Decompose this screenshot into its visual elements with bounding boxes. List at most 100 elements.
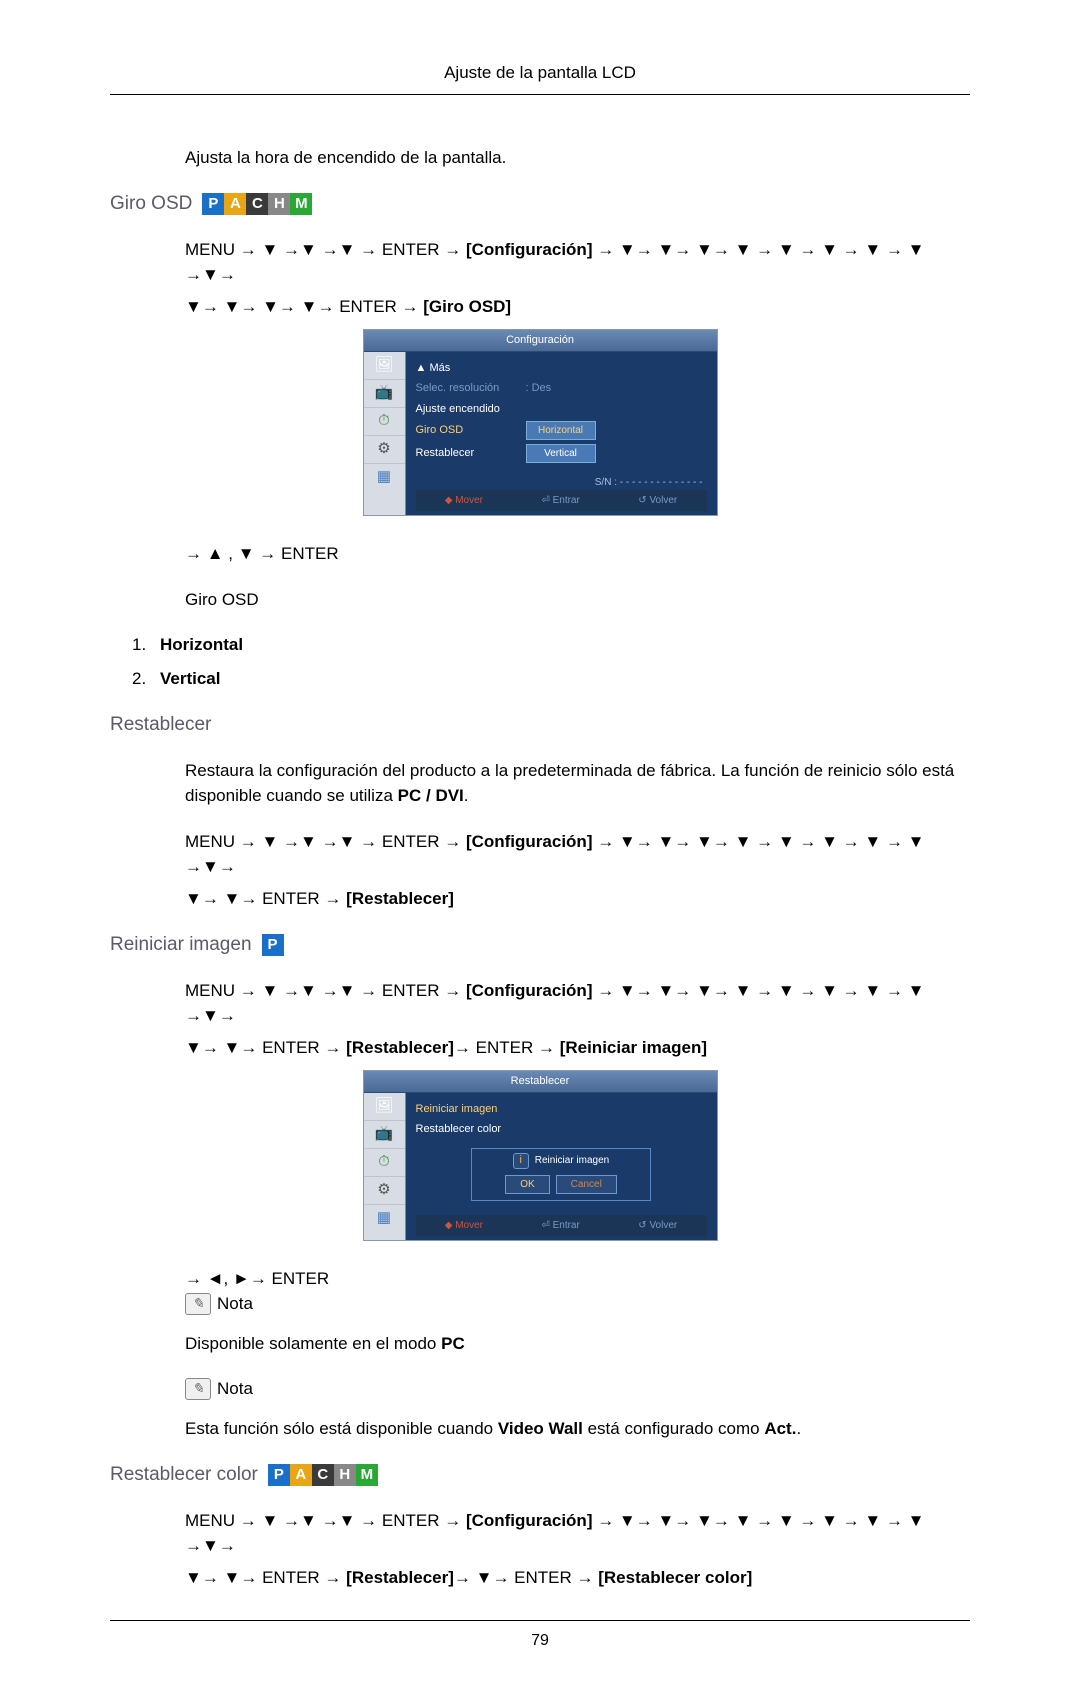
nav-text: → ENTER → (454, 1038, 560, 1057)
para-text: . (464, 786, 469, 805)
osd-row-giro: Giro OSD Horizontal (416, 419, 707, 442)
nav-line: ▼→ ▼→ ENTER → [Restablecer]→ ▼→ ENTER → … (185, 1565, 970, 1591)
page-number: 79 (110, 1620, 970, 1653)
nav-tag: [Restablecer] (346, 1038, 454, 1057)
osd-screenshot-reiniciar: Restablecer 🖼 📺 ⏱ ⚙ ▦ Reiniciar imagen R… (363, 1070, 718, 1241)
restablecer-para: Restaura la configuración del producto a… (185, 758, 970, 809)
osd-row-reimg: Reiniciar imagen (416, 1099, 707, 1120)
osd-foot-mover: ◆ Mover (445, 1218, 483, 1233)
nav-tag: [Restablecer] (346, 889, 454, 908)
nav-line: MENU → ▼ →▼ →▼ → ENTER → [Configuración]… (185, 978, 970, 1029)
para-text: . (796, 1419, 801, 1438)
giro-nav-block: MENU → ▼ →▼ →▼ → ENTER → [Configuración]… (185, 237, 970, 320)
osd-row-mas: ▲ Más (416, 358, 707, 379)
nota-label: Nota (217, 1376, 253, 1402)
osd-main: Reiniciar imagen Restablecer color i Rei… (406, 1093, 717, 1240)
osd-dialog-buttons: OK Cancel (472, 1171, 650, 1200)
note-icon: ✎ (185, 1378, 211, 1400)
osd-label: Selec. resolución (416, 380, 526, 397)
osd-icon-picture: 🖼 (364, 1093, 405, 1121)
para-text: Disponible solamente en el modo (185, 1334, 441, 1353)
ok-button: OK (505, 1175, 549, 1194)
osd-title: Configuración (364, 330, 717, 352)
intro-text: Ajusta la hora de encendido de la pantal… (185, 145, 970, 171)
osd-label: Restablecer (416, 445, 526, 462)
osd-row-recolor: Restablecer color (416, 1119, 707, 1140)
nav-line: MENU → ▼ →▼ →▼ → ENTER → [Configuración]… (185, 829, 970, 880)
osd-icon-time: ⏱ (364, 408, 405, 436)
osd-main: ▲ Más Selec. resolución : Des Ajuste enc… (406, 352, 717, 516)
nota-row: ✎ Nota (185, 1376, 970, 1402)
badge-p-icon: P (202, 193, 224, 215)
para-bold: Act. (764, 1419, 796, 1438)
osd-icon-input: 📺 (364, 380, 405, 408)
para-bold: PC / DVI (398, 786, 464, 805)
heading-text: Reiniciar imagen (110, 931, 252, 960)
osd-row-reest: Restablecer Vertical (416, 442, 707, 465)
badge-m-icon: M (356, 1464, 378, 1486)
osd-option-horizontal: Horizontal (526, 421, 596, 440)
nav-tag: [Restablecer] (346, 1568, 454, 1587)
badge-m-icon: M (290, 193, 312, 215)
osd-foot-entrar: ⏎ Entrar (541, 493, 579, 508)
osd-label: Restablecer color (416, 1121, 502, 1138)
osd-dialog-title: i Reiniciar imagen (472, 1149, 650, 1171)
recolor-nav: MENU → ▼ →▼ →▼ → ENTER → [Configuración]… (185, 1508, 970, 1591)
nav-line: ▼→ ▼→ ENTER → [Restablecer]→ ENTER → [Re… (185, 1035, 970, 1061)
nav-line: MENU → ▼ →▼ →▼ → ENTER → [Configuración]… (185, 237, 970, 288)
reimg-post-nav: → ◄, ►→ ENTER (185, 1266, 970, 1292)
osd-sidebar: 🖼 📺 ⏱ ⚙ ▦ (364, 352, 406, 516)
list-num: 1. (132, 632, 160, 658)
nota-label: Nota (217, 1291, 253, 1317)
nota-text-1: Disponible solamente en el modo PC (185, 1331, 970, 1357)
osd-option-vertical: Vertical (526, 444, 596, 463)
osd-sidebar: 🖼 📺 ⏱ ⚙ ▦ (364, 1093, 406, 1240)
osd-body: 🖼 📺 ⏱ ⚙ ▦ Reiniciar imagen Restablecer c… (364, 1093, 717, 1240)
nav-tag: [Configuración] (466, 240, 593, 259)
osd-value: : Des (526, 380, 552, 397)
list-text: Vertical (160, 666, 221, 692)
list-text: Horizontal (160, 632, 243, 658)
giro-post-nav: → ▲ , ▼ → ENTER (185, 541, 970, 567)
badge-a-icon: A (290, 1464, 312, 1486)
osd-foot-mover: ◆ Mover (445, 493, 483, 508)
osd-body: 🖼 📺 ⏱ ⚙ ▦ ▲ Más Selec. resolución : Des … (364, 352, 717, 516)
cancel-button: Cancel (556, 1175, 617, 1194)
osd-title: Restablecer (364, 1071, 717, 1093)
osd-icon-picture: 🖼 (364, 352, 405, 380)
badge-h-icon: H (268, 193, 290, 215)
badge-strip: P A C H M (202, 193, 312, 215)
osd-icon-input: 📺 (364, 1121, 405, 1149)
heading-text: Restablecer color (110, 1461, 258, 1490)
osd-label: Giro OSD (416, 422, 526, 439)
badge-h-icon: H (334, 1464, 356, 1486)
section-heading-giro-osd: Giro OSD P A C H M (110, 190, 970, 219)
giro-label: Giro OSD (185, 587, 970, 613)
nav-line: ▼→ ▼→ ▼→ ▼→ ENTER → [Giro OSD] (185, 294, 970, 320)
heading-text: Restablecer (110, 711, 211, 740)
nav-tag: [Configuración] (466, 832, 593, 851)
para-text: está configurado como (583, 1419, 764, 1438)
nota-text-2: Esta función sólo está disponible cuando… (185, 1416, 970, 1442)
dialog-title-text: Reiniciar imagen (535, 1153, 609, 1168)
osd-icon-multi: ▦ (364, 464, 405, 492)
nav-text: ▼→ ▼→ ▼→ ▼→ ENTER → (185, 297, 423, 316)
badge-strip: P A C H M (268, 1464, 378, 1486)
osd-foot-entrar: ⏎ Entrar (541, 1218, 579, 1233)
nav-tag: [Giro OSD] (423, 297, 511, 316)
nav-text: ▼→ ▼→ ENTER → (185, 1568, 346, 1587)
badge-c-icon: C (246, 193, 268, 215)
osd-icon-gear: ⚙ (364, 1177, 405, 1205)
para-bold: Video Wall (498, 1419, 583, 1438)
giro-options-list: 1.Horizontal 2.Vertical (132, 632, 970, 691)
section-heading-restablecer: Restablecer (110, 711, 970, 740)
page: Ajuste de la pantalla LCD Ajusta la hora… (0, 0, 1080, 1693)
badge-a-icon: A (224, 193, 246, 215)
osd-footer: ◆ Mover ⏎ Entrar ↺ Volver (416, 490, 707, 511)
nav-text: MENU → ▼ →▼ →▼ → ENTER → (185, 240, 466, 259)
list-item: 2.Vertical (132, 666, 970, 692)
nav-tag: [Configuración] (466, 981, 593, 1000)
badge-p-icon: P (262, 934, 284, 956)
list-item: 1.Horizontal (132, 632, 970, 658)
osd-foot-volver: ↺ Volver (638, 1218, 677, 1233)
